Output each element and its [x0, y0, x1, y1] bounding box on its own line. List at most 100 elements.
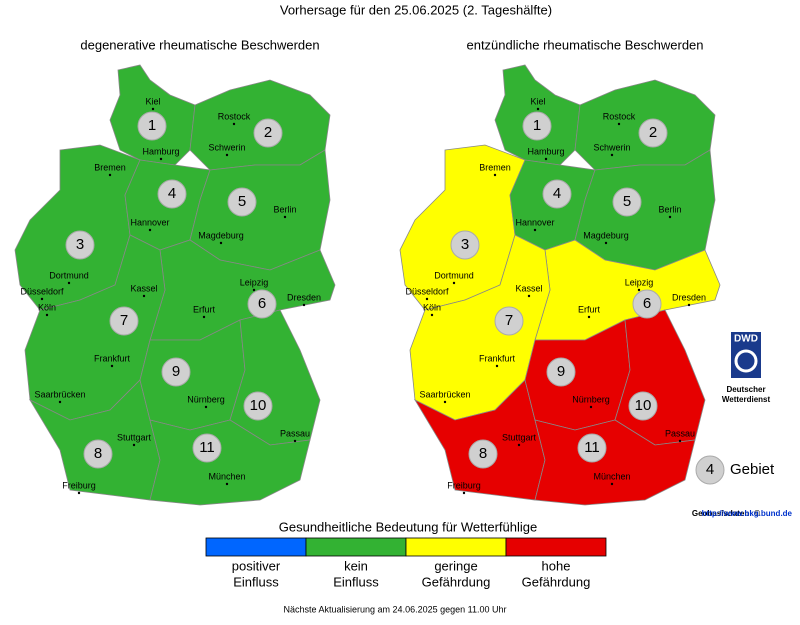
footer: Nächste Aktualisierung am 24.06.2025 geg… [284, 604, 507, 614]
region-number: 6 [643, 295, 651, 312]
legend-swatch [305, 537, 407, 557]
city-label: Berlin [273, 204, 296, 214]
city-dot [536, 107, 540, 111]
city-label: Freiburg [447, 480, 481, 490]
city-dot [462, 491, 466, 495]
city-dot [517, 443, 521, 447]
region [149, 419, 311, 506]
city-dot [204, 405, 208, 409]
city-dot [142, 294, 146, 298]
city-label: Kassel [130, 283, 157, 293]
city-dot [58, 400, 62, 404]
city-label: Hamburg [527, 146, 564, 156]
map-title: degenerative rheumatische Beschwerden [80, 37, 319, 52]
city-label: Rostock [603, 111, 636, 121]
region-number: 11 [199, 439, 215, 456]
city-label: Passau [665, 428, 695, 438]
region-badge [243, 391, 273, 421]
city-label: Stuttgart [117, 432, 152, 442]
city-label: Magdeburg [583, 230, 629, 240]
city-label: Passau [280, 428, 310, 438]
region-badge [632, 289, 662, 319]
city-label: München [593, 471, 630, 481]
city-label: Kassel [515, 283, 542, 293]
city-label: Leipzig [240, 277, 269, 287]
city-label: Stuttgart [502, 432, 537, 442]
region-number: 10 [250, 397, 267, 414]
city-label: Dresden [287, 292, 321, 302]
city-dot [159, 157, 163, 161]
city-dot [151, 107, 155, 111]
legend-label: Gefährdung [422, 574, 491, 589]
region-badge [494, 306, 524, 336]
city-label: Kiel [530, 96, 545, 106]
city-dot [67, 281, 71, 285]
region-number: 1 [533, 117, 541, 134]
map: entzündliche rheumatische Beschwerden Kie… [399, 37, 721, 506]
legend-label: Einfluss [233, 574, 279, 589]
logo-line: Deutscher [726, 385, 765, 394]
region-number: 6 [258, 295, 266, 312]
city-label: Rostock [218, 111, 251, 121]
city-label: Hamburg [142, 146, 179, 156]
region [534, 419, 696, 506]
legend-swatch [405, 537, 507, 557]
region-number: 11 [584, 439, 600, 456]
source-link[interactable]: http://www.bkg.bund.de [702, 509, 793, 518]
region-number: 5 [238, 193, 246, 210]
region-badge [109, 306, 139, 336]
city-dot [40, 297, 44, 301]
city-label: Hannover [515, 217, 554, 227]
city-dot [493, 173, 497, 177]
logo-line: Wetterdienst [722, 395, 771, 404]
region-number: 10 [635, 397, 652, 414]
city-label: Berlin [658, 204, 681, 214]
page-title: Vorhersage für den 25.06.2025 (2. Tagesh… [280, 2, 552, 17]
city-dot [225, 153, 229, 157]
source-label: Geobasisdaten: © [692, 509, 760, 518]
city-dot [232, 122, 236, 126]
city-dot [617, 122, 621, 126]
city-dot [678, 439, 682, 443]
city-dot [430, 313, 434, 317]
legend-label: kein [344, 558, 368, 573]
city-label: Bremen [94, 162, 126, 172]
region-badge [161, 357, 191, 387]
city-label: Erfurt [193, 304, 216, 314]
legend-label: hohe [542, 558, 571, 573]
region-number: 7 [505, 312, 513, 329]
region-number: 4 [168, 185, 176, 202]
region-badge [546, 357, 576, 387]
region-badge [247, 289, 277, 319]
logo-swirl [734, 349, 758, 373]
legend-label: positiver [232, 558, 281, 573]
city-dot [687, 303, 691, 307]
city-dot [527, 294, 531, 298]
city-label: Dortmund [49, 270, 89, 280]
region-number: 8 [479, 445, 487, 462]
city-label: Kiel [145, 96, 160, 106]
region-number: 9 [557, 363, 565, 380]
city-dot [225, 482, 229, 486]
city-label: Frankfurt [94, 353, 131, 363]
city-label: Saarbrücken [419, 389, 470, 399]
region-badge [253, 118, 283, 148]
city-label: Düsseldorf [20, 286, 64, 296]
region-badge [192, 433, 222, 463]
city-label: Dortmund [434, 270, 474, 280]
area-key-label: Gebiet [730, 461, 775, 478]
region-badge [628, 391, 658, 421]
city-dot [108, 173, 112, 177]
city-dot [425, 297, 429, 301]
city-dot [610, 153, 614, 157]
city-label: Saarbrücken [34, 389, 85, 399]
city-dot [293, 439, 297, 443]
city-dot [452, 281, 456, 285]
area-key: 4 Gebiet [695, 455, 775, 485]
region-number: 2 [264, 124, 272, 141]
city-dot [77, 491, 81, 495]
city-dot [495, 364, 499, 368]
city-label: Frankfurt [479, 353, 516, 363]
region-badge [612, 187, 642, 217]
region-badge [542, 179, 572, 209]
